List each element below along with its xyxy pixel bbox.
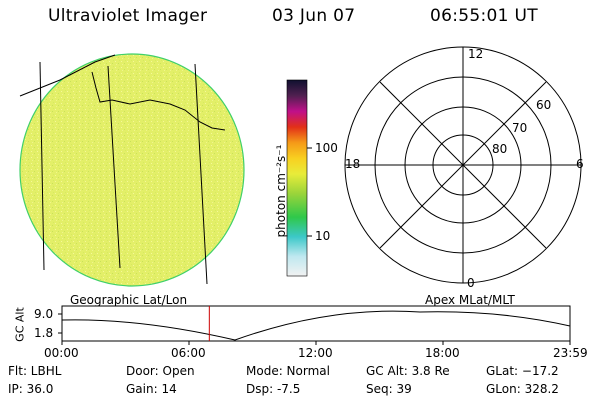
altitude-timeline: [58, 305, 571, 345]
mode-value: Mode: Normal: [246, 364, 330, 378]
instrument-title: Ultraviolet Imager: [48, 6, 208, 26]
lat-label-80: 80: [492, 142, 508, 156]
gain-value: Gain: 14: [126, 382, 177, 396]
date-label: 03 Jun 07: [272, 6, 356, 26]
timeline-xtick-1800: 18:00: [425, 346, 460, 360]
filter-value: Flt: LBHL: [8, 364, 62, 378]
timeline-xtick-2359: 23:59: [553, 346, 588, 360]
geographic-grid-lines: [19, 54, 208, 285]
mlt-label-0: 0: [467, 276, 475, 290]
timeline-ytick-9: 9.0: [34, 307, 54, 321]
door-value: Door: Open: [126, 364, 195, 378]
timeline-xtick-0000: 00:00: [44, 346, 79, 360]
glon-value: GLon: 328.2: [486, 382, 559, 396]
timeline-xtick-1200: 12:00: [298, 346, 333, 360]
colorbar-tick-10: 10: [315, 229, 331, 243]
timeline-left-title: Geographic Lat/Lon: [70, 293, 188, 307]
mlt-label-12: 12: [468, 47, 484, 61]
dsp-value: Dsp: -7.5: [246, 382, 301, 396]
timeline-ylabel: GC Alt: [13, 307, 27, 342]
uv-image-disk: [19, 53, 245, 287]
mlt-label-18: 18: [345, 157, 361, 171]
timeline-ytick-1-8: 1.8: [34, 326, 54, 340]
lat-label-70: 70: [512, 121, 528, 135]
seq-value: Seq: 39: [366, 382, 412, 396]
glat-value: GLat: −17.2: [486, 364, 559, 378]
colorbar-tick-100: 100: [315, 141, 338, 155]
ip-value: IP: 36.0: [8, 382, 54, 396]
colorbar: [286, 79, 312, 277]
mlt-label-6: 6: [576, 157, 584, 171]
lat-label-60: 60: [536, 98, 552, 112]
time-label: 06:55:01 UT: [430, 6, 538, 26]
gc-alt-value: GC Alt: 3.8 Re: [366, 364, 450, 378]
colorbar-unit-label: photon cm⁻²s⁻¹: [274, 144, 288, 238]
timeline-xtick-0600: 06:00: [171, 346, 206, 360]
polar-plot: [344, 46, 582, 284]
timeline-right-title: Apex MLat/MLT: [425, 293, 515, 307]
